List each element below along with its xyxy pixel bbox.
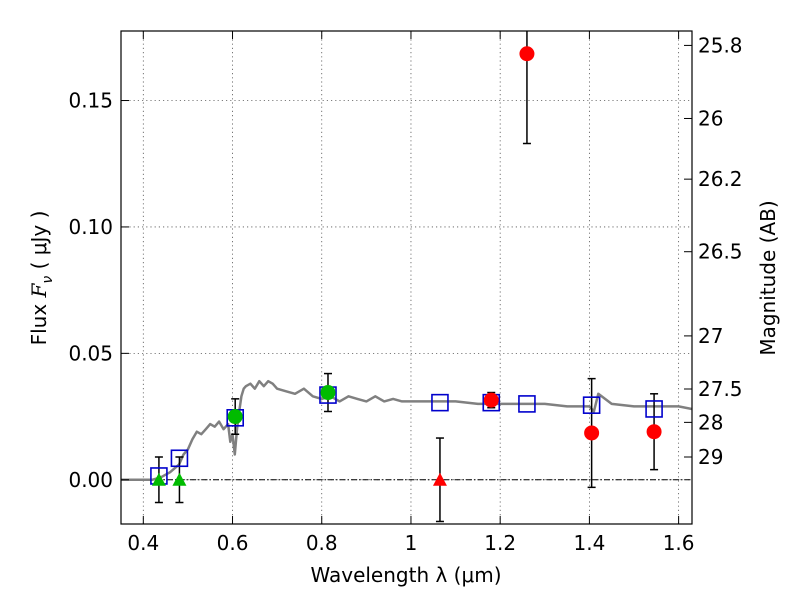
y-tick-label: 0.15 xyxy=(68,89,113,113)
model-sed-line xyxy=(121,379,692,482)
detection-point xyxy=(646,424,662,440)
markers xyxy=(150,46,663,486)
x-tick-label: 1.4 xyxy=(573,531,605,555)
detection-point xyxy=(519,46,535,62)
x-tick-label: 0.4 xyxy=(127,531,159,555)
right-tick-label: 26.2 xyxy=(698,167,743,191)
error-bars xyxy=(154,31,659,523)
upper-limit-triangle xyxy=(432,472,447,486)
right-tick-label: 25.8 xyxy=(698,33,743,57)
detection-point xyxy=(227,409,243,425)
y-axis-title: Flux Fν ( μJy ) xyxy=(27,211,56,346)
model-photometry-square xyxy=(582,396,601,414)
y-title-f: F xyxy=(27,282,51,298)
ticks: 0.4 0.6 0.8 1 1.2 1.4 1.6 0.00 0.05 0.10 0.15 25.8 2… xyxy=(68,31,743,555)
x-tick-label: 1.6 xyxy=(663,531,695,555)
grid xyxy=(121,31,692,524)
x-tick-label: 0.8 xyxy=(306,531,338,555)
right-tick-label: 26 xyxy=(698,106,723,130)
y-tick-label: 0.10 xyxy=(68,215,113,239)
x-tick-label: 0.6 xyxy=(217,531,249,555)
upper-limit-triangle xyxy=(172,472,187,486)
model-photometry-square xyxy=(518,395,536,413)
detection-point xyxy=(483,392,499,408)
x-tick-label: 1.2 xyxy=(484,531,516,555)
right-tick-label: 28 xyxy=(698,410,723,434)
y-title-unit-open: ( μ xyxy=(27,242,51,276)
model-photometry-square xyxy=(431,393,449,412)
x-axis-title: Wavelength λ (μm) xyxy=(310,563,501,587)
model-photometry-square xyxy=(645,400,663,418)
right-axis-title: Magnitude (AB) xyxy=(756,200,780,355)
y-title-unit-close: Jy ) xyxy=(27,211,51,245)
x-tick-label: 1 xyxy=(405,531,418,555)
detection-point xyxy=(584,425,600,441)
right-tick-label: 27 xyxy=(698,324,723,348)
right-tick-label: 29 xyxy=(698,445,723,469)
right-tick-label: 27.5 xyxy=(698,377,743,401)
plot-frame xyxy=(120,30,693,525)
detection-point xyxy=(320,385,336,401)
model-photometry-square xyxy=(170,449,189,468)
y-tick-label: 0.00 xyxy=(68,468,113,492)
upper-limit-triangle xyxy=(151,472,166,486)
series-layer xyxy=(121,379,692,482)
y-title-nu: ν xyxy=(40,276,56,284)
y-tick-label: 0.05 xyxy=(68,341,113,365)
right-tick-label: 26.5 xyxy=(698,240,743,264)
y-title-flux: Flux xyxy=(27,297,51,345)
